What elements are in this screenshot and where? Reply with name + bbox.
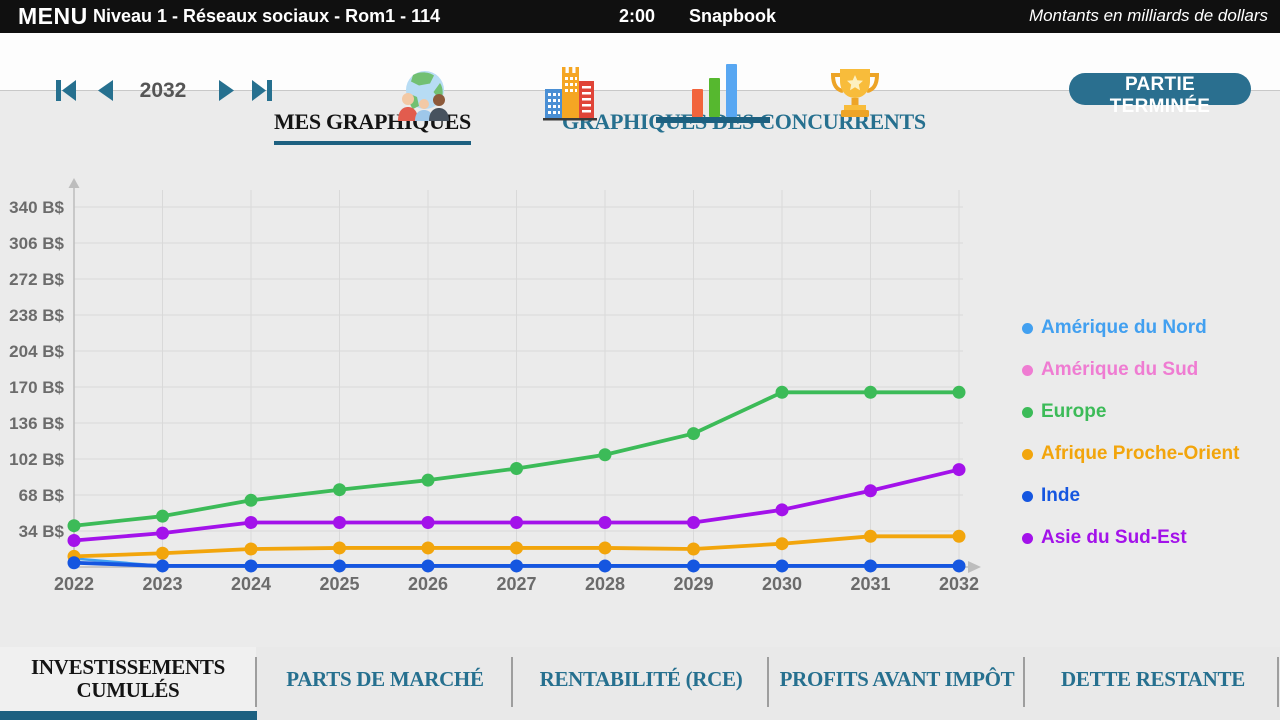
last-year-icon[interactable] [251,78,273,103]
legend-dot [1022,406,1033,418]
svg-text:2023: 2023 [142,574,182,594]
svg-text:2028: 2028 [585,574,625,594]
first-year-icon[interactable] [55,78,77,103]
legend-dot [1022,448,1033,460]
legend-label: Inde [1041,485,1081,506]
tab-investissements-cumules[interactable]: INVESTISSEMENTS CUMULÉS [0,647,256,711]
current-year: 2032 [139,79,187,102]
svg-text:68 B$: 68 B$ [19,486,65,505]
svg-text:2029: 2029 [673,574,713,594]
game-over-button[interactable]: PARTIE TERMINÉE [1069,73,1251,117]
tab-divider [511,657,513,707]
legend-label: Amérique du Nord [1041,317,1207,338]
units-note: Montants en milliards de dollars [1028,6,1268,25]
svg-text:170 B$: 170 B$ [9,378,64,397]
legend-label: Asie du Sud-Est [1041,527,1187,548]
previous-year-icon[interactable] [97,78,114,103]
tab-dette-restante[interactable]: DETTE RESTANTE [1061,666,1245,691]
legend-item: Amérique du Sud [1022,358,1198,382]
tab-divider [255,657,257,707]
world-population-icon[interactable] [398,69,450,121]
svg-text:204 B$: 204 B$ [9,342,64,361]
menu-button[interactable]: MENU [18,3,88,29]
legend-item: Inde [1022,484,1080,508]
legend-dot [1022,322,1033,334]
svg-text:272 B$: 272 B$ [9,270,64,289]
chart-area: 34 B$ 68 B$ 102 B$ 136 B$ 170 B$ 204 B$ 238 B$… [9,178,981,594]
selected-icon-underline [656,117,770,123]
next-year-icon[interactable] [218,78,235,103]
svg-text:2026: 2026 [408,574,448,594]
legend-label: Afrique Proche-Orient [1041,443,1240,464]
tab-divider [1277,657,1279,707]
game-title: Niveau 1 - Réseaux sociaux - Rom1 - 114 [93,6,441,26]
svg-text:238 B$: 238 B$ [9,306,64,325]
active-tab-underline [0,711,257,720]
svg-text:2022: 2022 [54,574,94,594]
legend-label: Europe [1041,401,1107,422]
svg-text:2032: 2032 [939,574,979,594]
nav-bar: 2032 [0,33,1280,123]
tab-rentabilite-rce[interactable]: RENTABILITÉ (RCE) [539,666,743,691]
tab-profits-avant-impot[interactable]: PROFITS AVANT IMPÔT [779,666,1015,691]
tab-divider [1023,657,1025,707]
svg-text:2027: 2027 [496,574,536,594]
svg-text:306 B$: 306 B$ [9,234,64,253]
legend-item: Amérique du Nord [1022,316,1207,340]
bottom-tab-bar: INVESTISSEMENTS CUMULÉS PARTS DE MARCHÉ … [0,647,1280,720]
svg-text:340 B$: 340 B$ [9,198,64,217]
company-name: Snapbook [689,6,777,26]
legend-item: Europe [1022,400,1106,424]
svg-text:34 B$: 34 B$ [19,522,65,541]
legend-dot [1022,490,1033,502]
svg-text:2030: 2030 [762,574,802,594]
legend-label: Amérique du Sud [1041,359,1199,380]
trophy-icon[interactable] [829,67,881,119]
timer: 2:00 [619,6,656,26]
legend-dot [1022,364,1033,376]
svg-text:2025: 2025 [319,574,359,594]
svg-text:2031: 2031 [850,574,890,594]
chart-svg: 34 B$ 68 B$ 102 B$ 136 B$ 170 B$ 204 B$ 238 B$… [9,178,981,594]
bar-chart-icon[interactable] [688,63,742,117]
svg-text:136 B$: 136 B$ [9,414,64,433]
tab-parts-de-marche[interactable]: PARTS DE MARCHÉ [286,666,484,691]
legend-item: Afrique Proche-Orient [1022,442,1239,466]
top-status-bar: MENU Niveau 1 - Réseaux sociaux - Rom1 -… [0,0,1280,33]
svg-text:102 B$: 102 B$ [9,450,64,469]
svg-text:2024: 2024 [231,574,271,594]
tab-divider [767,657,769,707]
legend-item: Asie du Sud-Est [1022,526,1187,550]
city-icon[interactable] [543,65,597,121]
legend-dot [1022,532,1033,544]
